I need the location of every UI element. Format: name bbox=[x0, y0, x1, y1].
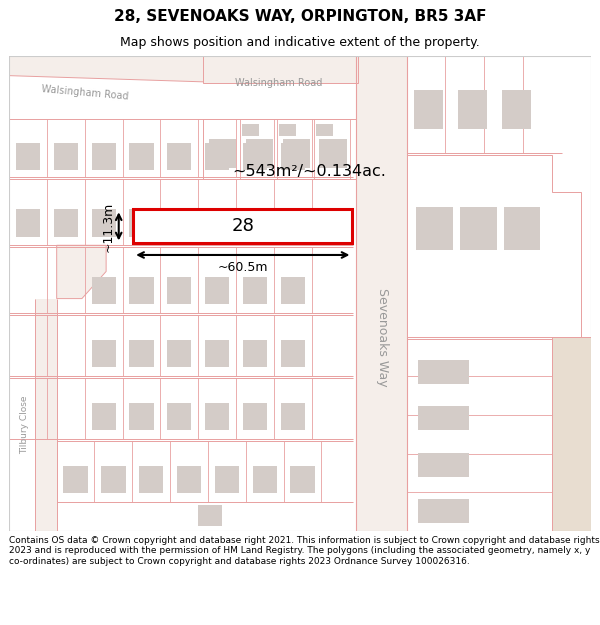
FancyBboxPatch shape bbox=[281, 142, 305, 169]
FancyBboxPatch shape bbox=[418, 499, 469, 524]
Polygon shape bbox=[9, 56, 251, 83]
FancyBboxPatch shape bbox=[209, 139, 236, 168]
Polygon shape bbox=[203, 56, 358, 83]
Text: Tilbury Close: Tilbury Close bbox=[20, 396, 29, 454]
FancyBboxPatch shape bbox=[503, 206, 541, 250]
Text: Sevenoaks Way: Sevenoaks Way bbox=[376, 288, 389, 387]
FancyBboxPatch shape bbox=[243, 340, 267, 367]
FancyBboxPatch shape bbox=[205, 340, 229, 367]
FancyBboxPatch shape bbox=[54, 142, 78, 169]
FancyBboxPatch shape bbox=[502, 90, 531, 129]
FancyBboxPatch shape bbox=[418, 359, 469, 384]
FancyBboxPatch shape bbox=[130, 403, 154, 431]
FancyBboxPatch shape bbox=[167, 142, 191, 169]
FancyBboxPatch shape bbox=[242, 124, 259, 136]
Polygon shape bbox=[552, 338, 591, 531]
FancyBboxPatch shape bbox=[243, 209, 267, 236]
Text: ~543m²/~0.134ac.: ~543m²/~0.134ac. bbox=[232, 164, 386, 179]
FancyBboxPatch shape bbox=[130, 340, 154, 367]
FancyBboxPatch shape bbox=[243, 278, 267, 304]
FancyBboxPatch shape bbox=[130, 209, 154, 236]
Text: Contains OS data © Crown copyright and database right 2021. This information is : Contains OS data © Crown copyright and d… bbox=[9, 536, 599, 566]
FancyBboxPatch shape bbox=[167, 340, 191, 367]
Text: ~60.5m: ~60.5m bbox=[218, 261, 268, 274]
FancyBboxPatch shape bbox=[205, 209, 229, 236]
FancyBboxPatch shape bbox=[16, 209, 40, 236]
FancyBboxPatch shape bbox=[35, 299, 56, 531]
FancyBboxPatch shape bbox=[418, 452, 469, 477]
FancyBboxPatch shape bbox=[198, 505, 223, 526]
FancyBboxPatch shape bbox=[205, 403, 229, 431]
FancyBboxPatch shape bbox=[319, 139, 347, 168]
FancyBboxPatch shape bbox=[246, 139, 273, 168]
FancyBboxPatch shape bbox=[16, 142, 40, 169]
FancyBboxPatch shape bbox=[253, 466, 277, 494]
FancyBboxPatch shape bbox=[281, 278, 305, 304]
FancyBboxPatch shape bbox=[460, 206, 497, 250]
FancyBboxPatch shape bbox=[92, 278, 116, 304]
FancyBboxPatch shape bbox=[416, 206, 453, 250]
Text: Map shows position and indicative extent of the property.: Map shows position and indicative extent… bbox=[120, 36, 480, 49]
Text: ~11.3m: ~11.3m bbox=[101, 201, 115, 251]
FancyBboxPatch shape bbox=[316, 124, 333, 136]
Text: 28: 28 bbox=[232, 217, 254, 236]
FancyBboxPatch shape bbox=[415, 90, 443, 129]
FancyBboxPatch shape bbox=[290, 466, 314, 494]
FancyBboxPatch shape bbox=[167, 209, 191, 236]
FancyBboxPatch shape bbox=[283, 139, 310, 168]
Text: 28, SEVENOAKS WAY, ORPINGTON, BR5 3AF: 28, SEVENOAKS WAY, ORPINGTON, BR5 3AF bbox=[114, 9, 486, 24]
FancyBboxPatch shape bbox=[133, 209, 352, 243]
FancyBboxPatch shape bbox=[418, 406, 469, 431]
FancyBboxPatch shape bbox=[205, 142, 229, 169]
FancyBboxPatch shape bbox=[215, 466, 239, 494]
FancyBboxPatch shape bbox=[281, 209, 305, 236]
Text: Walsingham Road: Walsingham Road bbox=[235, 78, 322, 88]
FancyBboxPatch shape bbox=[130, 142, 154, 169]
FancyBboxPatch shape bbox=[243, 403, 267, 431]
FancyBboxPatch shape bbox=[281, 403, 305, 431]
FancyBboxPatch shape bbox=[205, 278, 229, 304]
FancyBboxPatch shape bbox=[54, 209, 78, 236]
FancyBboxPatch shape bbox=[356, 56, 407, 531]
FancyBboxPatch shape bbox=[130, 278, 154, 304]
FancyBboxPatch shape bbox=[92, 403, 116, 431]
FancyBboxPatch shape bbox=[92, 340, 116, 367]
FancyBboxPatch shape bbox=[92, 142, 116, 169]
FancyBboxPatch shape bbox=[177, 466, 201, 494]
FancyBboxPatch shape bbox=[139, 466, 163, 494]
Polygon shape bbox=[56, 245, 106, 299]
FancyBboxPatch shape bbox=[278, 124, 296, 136]
FancyBboxPatch shape bbox=[167, 403, 191, 431]
FancyBboxPatch shape bbox=[92, 209, 116, 236]
FancyBboxPatch shape bbox=[167, 278, 191, 304]
Text: Walsingham Road: Walsingham Road bbox=[41, 84, 129, 102]
FancyBboxPatch shape bbox=[281, 340, 305, 367]
FancyBboxPatch shape bbox=[243, 142, 267, 169]
FancyBboxPatch shape bbox=[101, 466, 125, 494]
FancyBboxPatch shape bbox=[458, 90, 487, 129]
FancyBboxPatch shape bbox=[64, 466, 88, 494]
Polygon shape bbox=[407, 155, 581, 338]
